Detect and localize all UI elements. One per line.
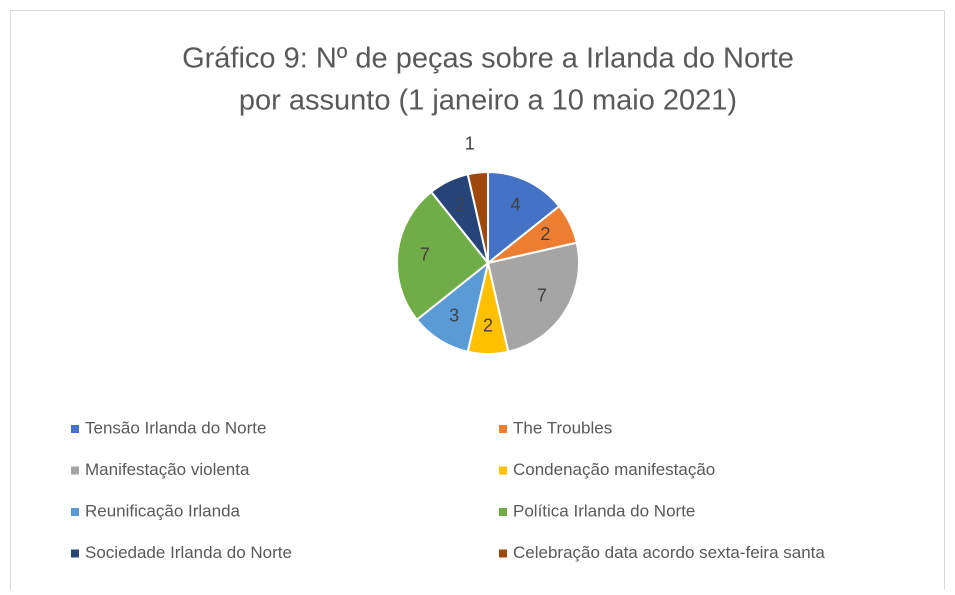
pie-slice <box>396 190 490 322</box>
legend-label: Tensão Irlanda do Norte <box>85 418 266 437</box>
legend-label: Sociedade Irlanda do Norte <box>85 543 292 562</box>
data-label: 1 <box>465 133 475 153</box>
legend-marker <box>71 549 79 558</box>
chart-title: Gráfico 9: Nº de peças sobre a Irlanda d… <box>182 43 794 75</box>
data-label: 2 <box>455 194 465 214</box>
data-label: 3 <box>449 306 459 326</box>
legend-label: Reunificação Irlanda <box>85 501 241 520</box>
legend-label: Política Irlanda do Norte <box>513 501 695 520</box>
legend-label: Manifestação violenta <box>85 460 250 479</box>
legend-marker <box>499 466 507 475</box>
pie-slice <box>466 170 489 264</box>
pie-slice <box>487 170 561 266</box>
data-label: 7 <box>420 245 430 265</box>
legend-label: The Troubles <box>513 418 612 437</box>
legend-marker <box>71 425 79 433</box>
legend-marker <box>499 508 507 516</box>
data-label: 2 <box>483 315 493 335</box>
data-label: 7 <box>537 286 547 306</box>
legend-marker <box>71 466 79 475</box>
data-label: 2 <box>540 224 550 244</box>
legend-marker <box>499 425 507 433</box>
legend-marker <box>71 508 79 516</box>
data-label: 4 <box>511 194 521 214</box>
chart-title: por assunto (1 janeiro a 10 maio 2021) <box>239 85 737 117</box>
legend-label: Celebração data acordo sexta-feira santa <box>513 543 825 562</box>
legend-marker <box>499 549 507 558</box>
pie-slice <box>486 241 580 353</box>
legend-label: Condenação manifestação <box>513 460 715 479</box>
